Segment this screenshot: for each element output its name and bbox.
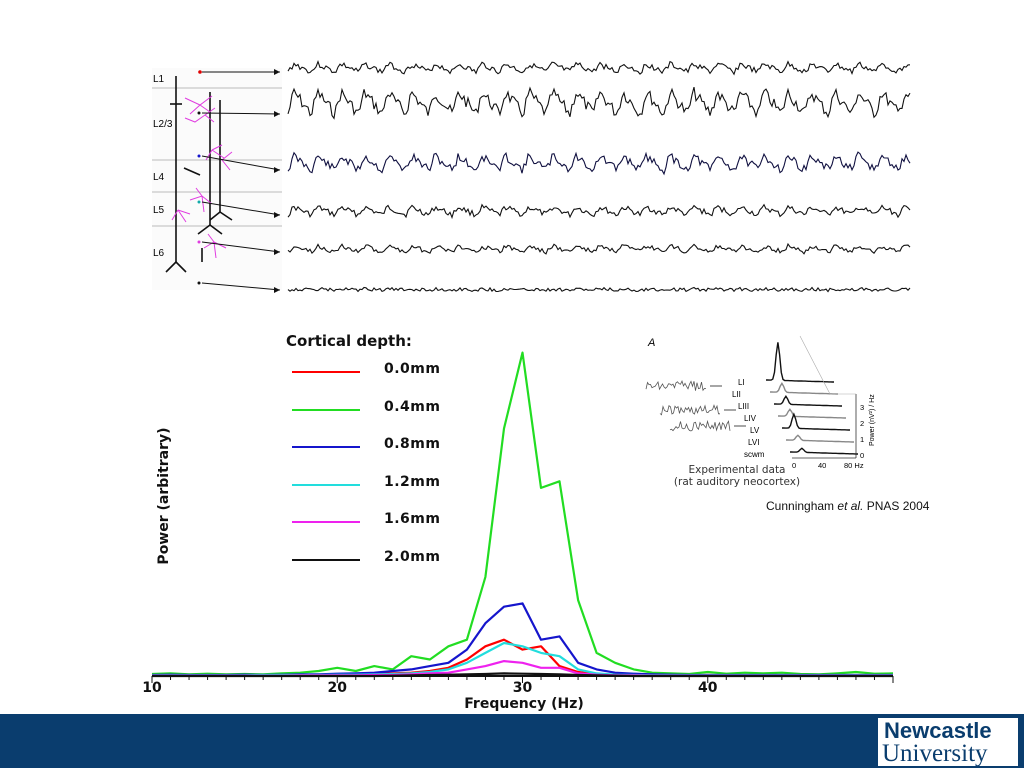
trace-arrow (201, 201, 281, 216)
citation: Cunningham et al. PNAS 2004 (766, 499, 929, 513)
legend-title: Cortical depth: (286, 332, 412, 350)
chart-lines (151, 351, 894, 678)
inset-spectrum (786, 434, 854, 443)
series-line-0.0mm (151, 638, 893, 677)
inset-y-label: Power (nV²) / Hz (869, 394, 876, 446)
legend-item: 1.2mm (292, 474, 462, 496)
logo-line1: Newcastle (884, 718, 992, 743)
inset-caption-line2: (rat auditory neocortex) (673, 476, 801, 488)
legend-item: 0.4mm (292, 399, 462, 421)
legend-label: 1.6mm (384, 511, 441, 527)
arrow-head (274, 69, 280, 75)
x-tick-label: 10 (142, 680, 162, 696)
cortical-column-schematic: L1 L2/3 L4 L5 L6 (152, 68, 282, 290)
legend-swatch (292, 408, 360, 411)
inset-layer-label: LIII (738, 402, 749, 411)
inset-layer-labels: LI LII LIII LIV LV LVI scwm (732, 378, 765, 459)
legend-label: 1.2mm (384, 473, 441, 490)
arrow-head (274, 111, 280, 117)
legend-item: 1.6mm (292, 511, 462, 533)
series-line-0.8mm (151, 602, 893, 677)
recorded-trace (287, 151, 911, 176)
layer-label: L2/3 (153, 119, 173, 130)
x-tick-label: 40 (698, 680, 718, 696)
inset-spectrum (790, 447, 858, 455)
inset-layer-label: LI (738, 378, 745, 387)
inset-trace (669, 419, 731, 432)
legend-label: 2.0mm (384, 548, 441, 565)
university-logo: Newcastle University (878, 718, 1018, 767)
legend-swatch (292, 446, 360, 448)
power-spectrum-chart (151, 351, 894, 683)
arrow-head (274, 212, 280, 218)
x-axis-label: Frequency (Hz) (464, 696, 584, 712)
legend-label: 0.4mm (384, 398, 441, 415)
legend-item: 0.8mm (292, 436, 462, 458)
y-axis-label: Power (arbitrary) (156, 427, 172, 565)
x-tick-label: 30 (512, 680, 533, 696)
inset-layer-label: LIV (744, 414, 757, 423)
inset-3d-spectra (766, 342, 858, 455)
inset-spectrum (782, 412, 850, 431)
legend-swatch (292, 371, 360, 373)
layer-label: L5 (153, 205, 165, 216)
legend-swatch (292, 558, 360, 561)
footer-bar: Newcastle University (0, 714, 1024, 768)
layer-label: L4 (153, 172, 165, 183)
series-line-1.2mm (152, 641, 893, 677)
trace-arrow (201, 112, 281, 115)
inset-y-tick: 0 (860, 451, 864, 460)
inset-spectrum (774, 395, 842, 407)
legend-swatch (292, 521, 360, 523)
recorded-traces (201, 59, 911, 293)
arrow-head (274, 167, 280, 173)
trace-arrow (201, 155, 281, 171)
inset-traces (645, 380, 746, 432)
inset-y-tick: 1 (860, 435, 864, 444)
citation-rest: PNAS 2004 (863, 499, 930, 513)
inset-trace (659, 404, 720, 416)
inset-x-tick: 80 Hz (844, 461, 864, 470)
inset-caption-line1: Experimental data (688, 464, 786, 476)
inset-trace (645, 380, 707, 392)
inset-spectrum (770, 382, 838, 395)
inset-x-tick: 0 (792, 461, 796, 470)
inset-box-edge (799, 335, 831, 395)
trace-arrow (201, 282, 281, 291)
recorded-trace (287, 86, 911, 120)
inset-spectrum (778, 408, 846, 419)
inset-y-tick: 2 (860, 419, 864, 428)
logo-line2: University (882, 740, 988, 767)
legend-label: 0.0mm (384, 361, 441, 377)
layer-label: L1 (153, 74, 165, 85)
trace-arrow (201, 241, 281, 253)
series-line-2.0mm (152, 672, 893, 678)
legend-label: 0.8mm (384, 436, 441, 452)
legend-item: 2.0mm (292, 549, 462, 571)
inset-caption: Experimental data (rat auditory neocorte… (662, 464, 812, 488)
legend-swatch (292, 483, 360, 486)
recorded-trace (287, 242, 911, 255)
arrow-head (274, 287, 280, 293)
inset-y-tick: 3 (860, 403, 864, 412)
arrow-head (274, 249, 280, 255)
citation-etal: et al. (837, 499, 864, 513)
layer-label: L6 (153, 248, 165, 259)
recorded-trace (287, 286, 911, 293)
citation-author: Cunningham (766, 499, 838, 513)
inset-spectrum (766, 342, 834, 383)
legend-item: 0.0mm (292, 361, 462, 383)
inset-panel-letter: A (647, 337, 655, 349)
inset-layer-label: LII (732, 390, 741, 399)
inset-layer-label: scwm (744, 450, 765, 459)
inset-layer-label: LVI (748, 438, 759, 447)
recorded-trace (287, 203, 911, 220)
x-tick-label: 20 (327, 680, 347, 696)
inset-x-tick: 40 (818, 461, 826, 470)
recorded-trace (287, 59, 911, 76)
laminar-recordings-figure: L1 L2/3 L4 L5 L6 (152, 59, 911, 293)
inset-layer-label: LV (750, 426, 760, 435)
